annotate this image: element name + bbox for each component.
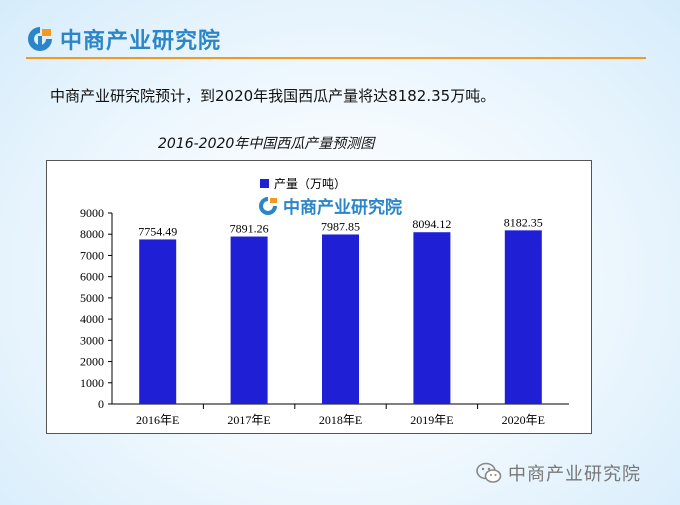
bar [413,232,451,404]
y-tick-label: 7000 [80,248,104,262]
x-tick-label: 2016年E [136,413,179,427]
x-tick-label: 2018年E [319,413,362,427]
footer-brand: 中商产业研究院 [508,464,641,485]
y-tick-label: 1000 [80,376,104,390]
y-tick-label: 8000 [80,227,104,241]
intro-text: 中商产业研究院预计，到2020年我国西瓜产量将达8182.35万吨。 [50,87,496,105]
brand-logo-icon [28,27,52,51]
header-divider [26,57,646,59]
data-label: 7987.85 [321,219,360,233]
y-tick-label: 0 [98,397,104,411]
legend-swatch [260,179,269,188]
y-tick-label: 6000 [80,270,104,284]
y-tick-label: 4000 [80,312,104,326]
data-label: 8094.12 [412,217,451,231]
header: 中商产业研究院 [26,22,221,56]
bar [322,234,359,404]
chart-area: 0 1000 2000 3000 4000 5000 6000 7000 8000 9000 775… [46,160,592,434]
brand-name: 中商产业研究院 [60,29,222,54]
watermark-logo-icon [259,197,277,215]
watermark-logo: 中商产业研究院 [259,197,402,218]
x-tick-label: 2020年E [502,413,545,427]
bar [230,236,268,404]
x-tick-label: 2017年E [227,413,270,427]
watermark-logo-accent [270,198,277,203]
data-label: 7754.49 [138,224,177,238]
bar [504,230,542,404]
bar [139,239,177,404]
wechat-icon [476,462,502,483]
legend-label: 产量（万吨） [274,177,346,191]
bar-chart: 0 1000 2000 3000 4000 5000 6000 7000 8000 9000 775… [80,177,569,427]
watermark-text: 中商产业研究院 [283,197,402,218]
footer: 中商产业研究院 [476,460,641,486]
chart-title: 2016-2020年中国西瓜产量预测图 [158,136,375,152]
y-tick-label: 5000 [80,291,104,305]
y-tick-label: 2000 [80,355,104,369]
data-label: 8182.35 [504,215,543,229]
y-tick-label: 9000 [80,206,104,220]
data-label: 7891.26 [230,222,269,236]
x-tick-label: 2019年E [410,413,453,427]
y-tick-label: 3000 [80,333,104,347]
